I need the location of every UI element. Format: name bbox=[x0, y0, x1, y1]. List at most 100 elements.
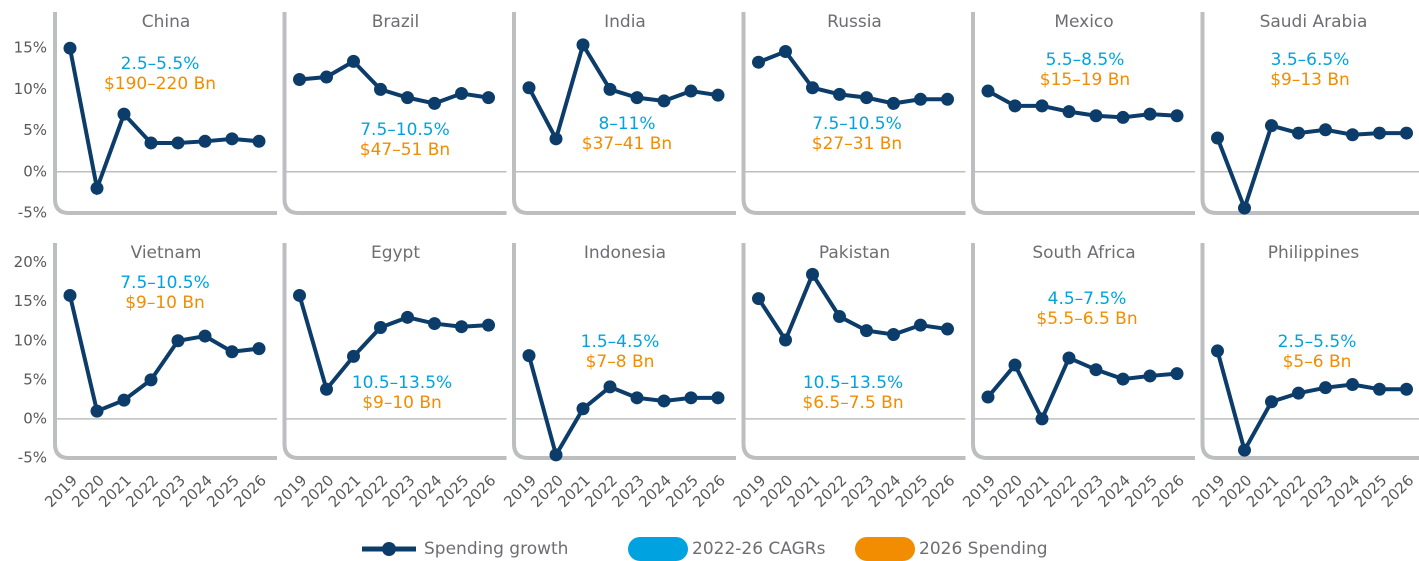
point bbox=[117, 393, 131, 407]
y-tick-label: -5% bbox=[18, 204, 47, 222]
cagr-label: 7.5–10.5% bbox=[360, 120, 450, 140]
y-tick-label: 5% bbox=[23, 121, 47, 139]
cagr-label: 4.5–7.5% bbox=[1048, 289, 1127, 309]
point bbox=[198, 329, 212, 343]
point bbox=[1089, 109, 1103, 123]
panel-title: Saudi Arabia bbox=[1260, 12, 1368, 32]
point bbox=[941, 322, 954, 336]
y-tick-label: 20% bbox=[14, 253, 47, 271]
panel-title: India bbox=[604, 12, 646, 32]
point bbox=[374, 82, 387, 96]
point bbox=[833, 310, 846, 324]
point bbox=[1035, 412, 1049, 426]
spending-label: $9–10 Bn bbox=[362, 393, 442, 413]
panel-title: Philippines bbox=[1268, 243, 1360, 263]
y-tick-label: 0% bbox=[23, 162, 47, 180]
point bbox=[198, 134, 212, 148]
point bbox=[455, 320, 468, 334]
point bbox=[1062, 351, 1076, 365]
point bbox=[252, 342, 266, 356]
point bbox=[374, 320, 387, 334]
point bbox=[806, 267, 819, 281]
point bbox=[887, 96, 900, 110]
panel-frame bbox=[1200, 12, 1419, 215]
panel-title: South Africa bbox=[1032, 243, 1135, 263]
cagr-label: 1.5–4.5% bbox=[581, 332, 660, 352]
point bbox=[752, 55, 765, 69]
point bbox=[1008, 358, 1022, 372]
spending-label: $15–19 Bn bbox=[1040, 70, 1130, 90]
point bbox=[482, 318, 495, 332]
point bbox=[252, 134, 266, 148]
panel-frame bbox=[971, 243, 1195, 460]
point bbox=[225, 132, 239, 146]
point bbox=[63, 41, 77, 55]
panel-frame bbox=[512, 12, 736, 215]
point bbox=[981, 390, 995, 404]
point bbox=[347, 349, 360, 363]
point bbox=[806, 81, 819, 95]
spending-label: $9–10 Bn bbox=[125, 293, 205, 313]
point bbox=[1400, 126, 1413, 140]
point bbox=[576, 38, 590, 52]
panel-title: Vietnam bbox=[131, 243, 202, 263]
point bbox=[522, 349, 536, 363]
panel-title: Egypt bbox=[371, 243, 420, 263]
panel-frame bbox=[1200, 243, 1419, 460]
y-tick-label: 10% bbox=[14, 80, 47, 98]
point bbox=[455, 87, 468, 101]
point bbox=[576, 402, 590, 416]
panel-frame bbox=[741, 243, 966, 460]
y-tick-label: 5% bbox=[23, 370, 47, 388]
point bbox=[1319, 123, 1332, 137]
spending-label: $6.5–7.5 Bn bbox=[802, 393, 903, 413]
point bbox=[428, 96, 441, 110]
point bbox=[549, 132, 563, 146]
legend-swatch bbox=[855, 537, 915, 561]
point bbox=[401, 310, 414, 324]
point bbox=[630, 391, 644, 405]
spending-label: $7–8 Bn bbox=[586, 352, 655, 372]
panel-title: Brazil bbox=[372, 12, 419, 32]
point bbox=[1346, 378, 1359, 392]
point bbox=[482, 91, 495, 105]
point bbox=[833, 87, 846, 101]
point bbox=[711, 88, 725, 102]
cagr-label: 2.5–5.5% bbox=[121, 54, 200, 74]
point bbox=[320, 70, 333, 84]
point bbox=[1238, 201, 1251, 215]
legend-label: 2026 Spending bbox=[919, 539, 1048, 559]
point bbox=[684, 84, 698, 98]
point bbox=[779, 333, 792, 347]
point bbox=[144, 136, 158, 150]
point bbox=[1116, 110, 1130, 124]
point bbox=[657, 394, 671, 408]
spending-label: $27–31 Bn bbox=[812, 134, 902, 154]
point bbox=[1319, 381, 1332, 395]
point bbox=[941, 92, 954, 106]
legend-marker bbox=[382, 542, 396, 556]
point bbox=[1170, 367, 1184, 381]
legend-swatch bbox=[628, 537, 688, 561]
y-tick-label: -5% bbox=[18, 449, 47, 467]
spending-label: $9–13 Bn bbox=[1270, 70, 1350, 90]
point bbox=[293, 73, 306, 87]
point bbox=[117, 107, 131, 121]
panel-title: Pakistan bbox=[819, 243, 890, 263]
point bbox=[711, 391, 725, 405]
point bbox=[347, 54, 360, 68]
panel-frame bbox=[971, 12, 1195, 215]
cagr-label: 3.5–6.5% bbox=[1271, 50, 1350, 70]
point bbox=[1035, 99, 1049, 113]
point bbox=[401, 91, 414, 105]
cagr-label: 8–11% bbox=[598, 114, 655, 134]
point bbox=[981, 84, 995, 98]
point bbox=[684, 391, 698, 405]
point bbox=[522, 81, 536, 95]
point bbox=[293, 288, 306, 302]
point bbox=[63, 288, 77, 302]
point bbox=[225, 345, 239, 359]
point bbox=[1211, 344, 1224, 358]
point bbox=[1089, 363, 1103, 377]
cagr-label: 2.5–5.5% bbox=[1278, 332, 1357, 352]
